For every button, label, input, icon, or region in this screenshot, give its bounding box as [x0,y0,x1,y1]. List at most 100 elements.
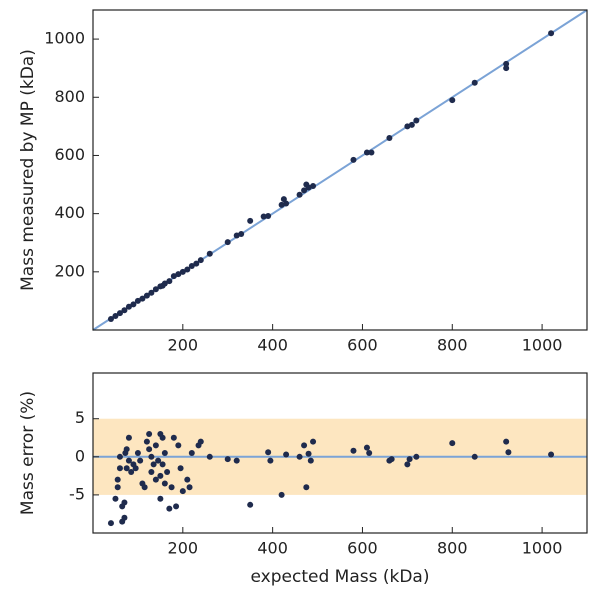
point [130,301,137,308]
point [116,465,123,472]
point [449,440,456,447]
point [166,505,173,512]
x-tick-label: 200 [168,336,199,355]
point [157,495,164,502]
point [503,438,510,445]
point [125,303,132,310]
point [363,444,370,451]
point [471,79,478,86]
point [408,121,415,128]
point [363,149,370,156]
point [265,449,272,456]
point [233,457,240,464]
point [125,457,132,464]
point [179,268,186,275]
point [471,453,478,460]
y-tick-label: -5 [69,484,85,503]
point [247,501,254,508]
point [265,212,272,219]
point [155,457,162,464]
point [125,434,132,441]
x-tick-label: 400 [257,539,288,558]
point [404,461,411,468]
point [224,239,231,246]
point [148,453,155,460]
y-tick-label: 0 [75,446,85,465]
x-tick-label: 200 [168,539,199,558]
point [170,273,177,280]
y-tick-label: 1000 [44,29,85,48]
point [141,484,148,491]
point [278,491,285,498]
point [177,465,184,472]
point [197,438,204,445]
point [503,60,510,67]
point [146,430,153,437]
point [238,231,245,237]
x-tick-label: 800 [437,336,468,355]
point [179,488,186,495]
point [413,117,420,124]
point [107,315,114,322]
point [350,156,357,163]
point [206,250,213,257]
point [157,472,164,479]
point [150,461,157,468]
point [366,450,373,456]
point [164,469,171,476]
point [159,434,166,441]
point [121,514,128,521]
point [112,495,119,502]
point [143,438,150,445]
point [148,469,155,476]
point [247,217,254,224]
point [505,449,512,456]
point [137,457,144,464]
point [168,484,175,491]
x-tick-label: 600 [347,336,378,355]
x-tick-label: 1000 [522,336,563,355]
point [449,97,456,104]
point [116,310,123,317]
point [175,271,182,278]
point [112,313,119,320]
point [368,149,375,156]
point [548,451,555,458]
point [301,442,308,449]
point [184,476,191,483]
point [206,453,213,460]
point [310,183,317,189]
point [303,484,310,491]
plot-frame [92,372,588,534]
point [146,446,153,453]
point [283,451,290,458]
y-tick-label: 800 [54,87,85,106]
point [307,457,314,464]
point [388,456,395,463]
point [161,280,168,287]
point [116,453,123,460]
x-axis-label: expected Mass (kDa) [251,567,430,587]
point [134,450,141,456]
point [188,450,195,456]
point [107,520,114,527]
point [386,135,393,141]
x-tick-label: 800 [437,539,468,558]
point [175,442,182,449]
plot-frame [92,9,588,331]
point [161,480,168,487]
point [186,484,193,491]
point [197,257,204,264]
point [184,266,191,273]
point [123,446,130,453]
point [152,442,159,449]
point [123,465,130,472]
point [143,292,150,299]
point [173,503,180,510]
x-tick-label: 400 [257,336,288,355]
y-tick-label: 600 [54,145,85,164]
point [267,457,274,464]
point [305,450,312,457]
